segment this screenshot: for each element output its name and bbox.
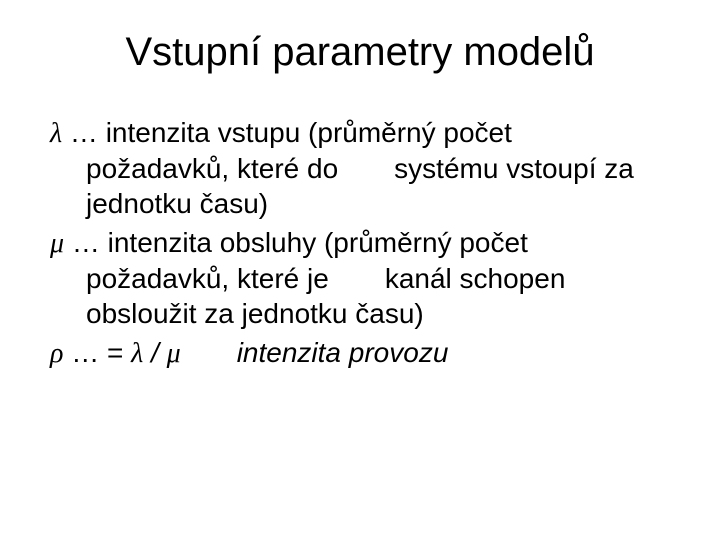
mu-line2: požadavků, které je kanál schopen <box>50 261 670 296</box>
mu-symbol: μ <box>50 228 64 259</box>
rho-lambda: λ <box>131 338 143 369</box>
param-rho: ρ … = λ / μ intenzita provozu <box>50 335 670 371</box>
param-lambda: λ … intenzita vstupu (průměrný počet pož… <box>50 115 670 221</box>
param-mu: μ … intenzita obsluhy (průměrný počet po… <box>50 225 670 331</box>
lambda-line2: požadavků, které do systému vstoupí za <box>50 151 670 186</box>
mu-line3: obsloužit za jednotku času) <box>50 296 670 331</box>
rho-symbol: ρ <box>50 338 63 369</box>
lambda-symbol: λ <box>50 118 62 149</box>
lambda-line1: intenzita vstupu (průměrný počet <box>106 117 512 148</box>
rho-label: intenzita provozu <box>237 337 449 368</box>
mu-ellipsis: … <box>64 227 108 258</box>
rho-eq: = <box>107 337 131 368</box>
rho-slash: / <box>143 337 166 368</box>
rho-spacer <box>181 337 237 368</box>
slide-body: λ … intenzita vstupu (průměrný počet pož… <box>50 115 670 371</box>
slide: Vstupní parametry modelů λ … intenzita v… <box>0 0 720 540</box>
mu-line1: intenzita obsluhy (průměrný počet <box>108 227 528 258</box>
rho-ellipsis: … <box>63 337 107 368</box>
rho-mu: μ <box>167 338 181 369</box>
lambda-ellipsis: … <box>62 117 106 148</box>
lambda-line3: jednotku času) <box>50 186 670 221</box>
slide-title: Vstupní parametry modelů <box>50 30 670 75</box>
